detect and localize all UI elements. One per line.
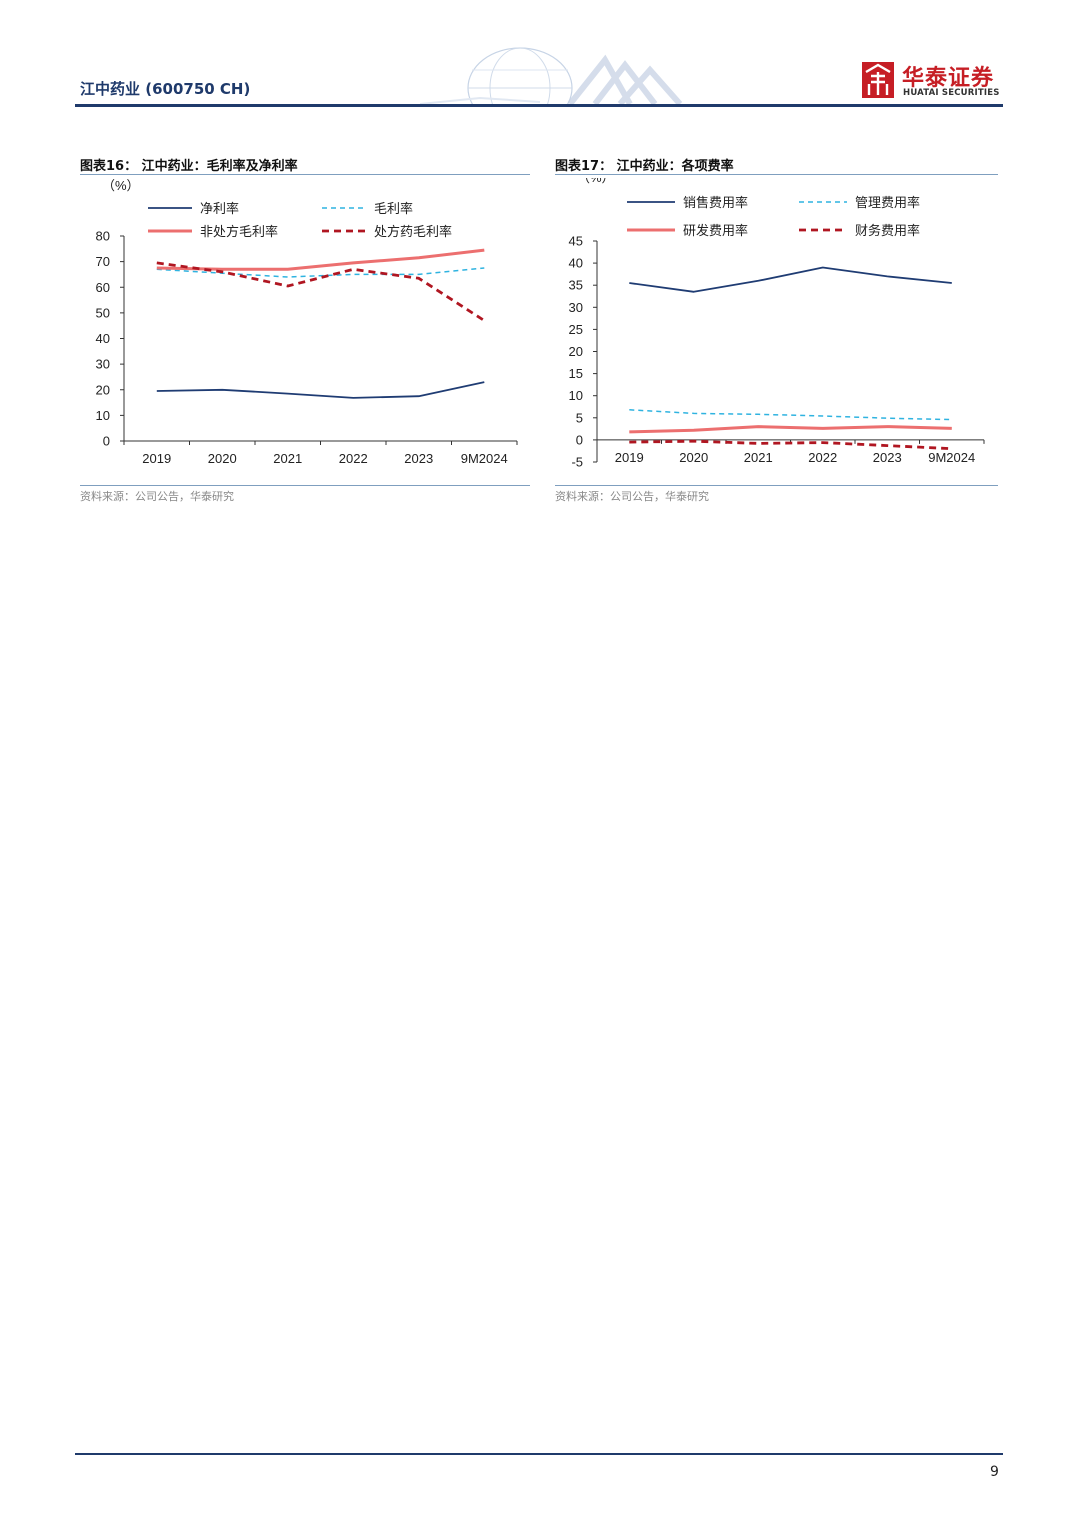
- legend-label-3: 研发费用率: [683, 223, 748, 239]
- x-tick-label: 9M2024: [928, 450, 975, 465]
- footer-rule: [75, 1453, 1003, 1455]
- x-tick-label: 2023: [873, 450, 902, 465]
- legend-label-2: 管理费用率: [855, 195, 920, 211]
- x-tick-label: 2019: [615, 450, 644, 465]
- figure-17-title: 图表17： 江中药业：各项费率: [555, 159, 734, 174]
- figure-16-line-chart: （%） 0 10 20 30 40 50 60 70 80 2019 2020 2021 2022 2023…: [96, 178, 518, 466]
- y-tick-label: 50: [96, 305, 110, 320]
- figure-17-bottom-rule: [555, 485, 998, 486]
- legend-label-4: 处方药毛利率: [374, 224, 452, 240]
- header-globe-decoration: [420, 47, 683, 104]
- y-tick-label: 80: [96, 229, 110, 244]
- y-tick-label: 15: [569, 366, 583, 381]
- series-line-2: [156, 267, 485, 278]
- figure-16-panel: 图表16： 江中药业：毛利率及净利率 （%） 0 10 20 30 40 50 60 70 80 2…: [80, 150, 530, 510]
- y-tick-label: 20: [569, 344, 583, 359]
- figure-16-bottom-rule: [80, 485, 530, 486]
- legend-label-1: 净利率: [200, 201, 239, 217]
- y-tick-label: 0: [576, 432, 583, 447]
- y-tick-label: 40: [96, 331, 110, 346]
- logo-english-text: HUATAI SECURITIES: [903, 88, 1000, 98]
- y-tick-label: 20: [96, 382, 110, 397]
- legend-label-4: 财务费用率: [855, 223, 920, 239]
- y-tick-label: 0: [103, 434, 110, 449]
- series-line-3: [156, 248, 485, 271]
- y-axis-unit-label: （%）: [102, 178, 140, 193]
- logo-chinese-text: 华泰证券: [902, 66, 995, 91]
- y-tick-label: 70: [96, 254, 110, 269]
- y-tick-label: 40: [569, 256, 583, 271]
- x-tick-label: 2020: [208, 451, 237, 466]
- y-tick-label: 10: [569, 388, 583, 403]
- figure-16-title: 图表16： 江中药业：毛利率及净利率: [80, 159, 298, 174]
- legend-label-1: 销售费用率: [683, 195, 748, 211]
- report-header-title: 江中药业 (600750 CH): [80, 80, 251, 98]
- figure-17-source: 资料来源：公司公告，华泰研究: [555, 490, 709, 503]
- legend-label-2: 毛利率: [374, 201, 413, 217]
- series-line-4: [156, 261, 486, 322]
- x-tick-label: 2021: [273, 451, 302, 466]
- huatai-logo: 华泰证券 HUATAI SECURITIES: [862, 60, 1002, 100]
- figure-16-top-rule: [80, 174, 530, 175]
- series-line-1: [629, 266, 952, 293]
- y-tick-label: 10: [96, 408, 110, 423]
- y-tick-label: 60: [96, 280, 110, 295]
- figure-16-source: 资料来源：公司公告，华泰研究: [80, 490, 234, 503]
- y-tick-label: 35: [569, 278, 583, 293]
- series-line-2: [629, 409, 952, 421]
- y-tick-label: 5: [576, 410, 583, 425]
- x-tick-label: 9M2024: [461, 451, 508, 466]
- y-axis-unit-label: （%）: [577, 178, 615, 185]
- x-tick-label: 2022: [808, 450, 837, 465]
- y-tick-label: 45: [569, 234, 583, 249]
- figure-17-panel: 图表17： 江中药业：各项费率 （%） -5 0 5 10 15 20 25 30 35 40 45 2…: [555, 150, 998, 510]
- y-tick-label: 30: [96, 357, 110, 372]
- page-number: 9: [990, 1464, 999, 1480]
- x-tick-label: 2019: [142, 451, 171, 466]
- x-tick-label: 2020: [679, 450, 708, 465]
- y-tick-label: 30: [569, 300, 583, 315]
- header-rule: [75, 104, 1003, 107]
- y-tick-label: -5: [571, 455, 583, 470]
- x-tick-label: 2022: [339, 451, 368, 466]
- series-line-4: [629, 439, 952, 451]
- series-line-1: [156, 381, 485, 399]
- legend-label-3: 非处方毛利率: [200, 224, 278, 240]
- figure-17-top-rule: [555, 174, 998, 175]
- x-tick-label: 2021: [744, 450, 773, 465]
- figure-17-line-chart: （%） -5 0 5 10 15 20 25 30 35 40 45 2019 2020 2021 2022 2…: [569, 178, 985, 470]
- x-tick-label: 2023: [404, 451, 433, 466]
- y-tick-label: 25: [569, 322, 583, 337]
- series-line-3: [629, 425, 952, 434]
- huatai-logo-icon: [862, 62, 894, 98]
